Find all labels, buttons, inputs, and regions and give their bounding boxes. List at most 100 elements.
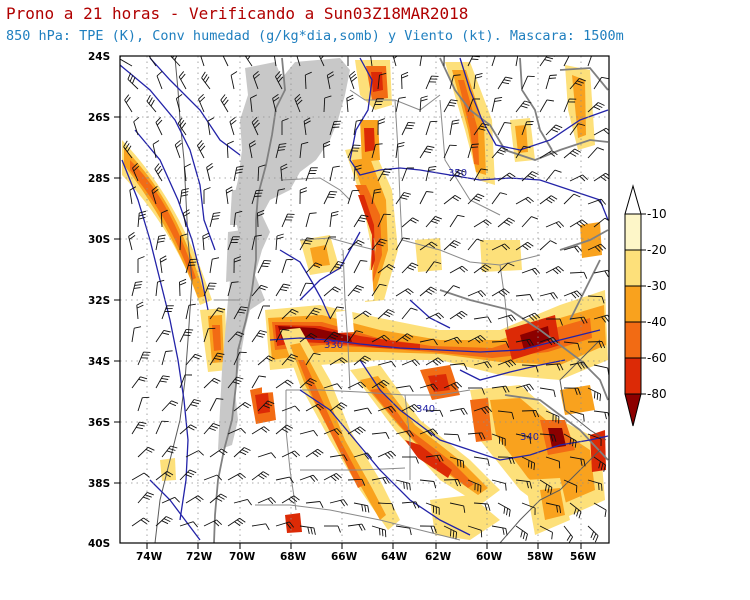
wind-barb-feather xyxy=(237,331,245,335)
wind-barb-feather xyxy=(222,48,227,53)
wind-barb xyxy=(425,357,439,366)
wind-barb-feather xyxy=(227,140,234,145)
wind-barb xyxy=(521,171,533,182)
wind-barb xyxy=(497,359,512,366)
wind-barb xyxy=(137,397,143,412)
wind-barb-feather xyxy=(128,232,135,237)
wind-barb-feather xyxy=(549,338,556,345)
wind-barb-feather xyxy=(336,263,344,267)
wind-barb-feather xyxy=(183,334,191,337)
wind-barb-feather xyxy=(452,196,459,202)
wind-barb-feather xyxy=(129,235,136,240)
wind-barb-feather xyxy=(452,530,455,538)
wind-barb-feather xyxy=(349,70,356,77)
wind-barb-feather xyxy=(193,399,201,402)
wind-barb xyxy=(185,399,195,412)
wind-barb-feather xyxy=(352,289,360,293)
wind-barb xyxy=(251,122,259,136)
wind-barb xyxy=(323,97,326,113)
wind-barb-feather xyxy=(208,427,216,431)
wind-barb-feather xyxy=(357,382,364,389)
wind-barb-feather xyxy=(495,96,503,99)
wind-barb-feather xyxy=(383,379,390,385)
wind-barb xyxy=(521,456,535,464)
wind-barb-feather xyxy=(454,195,462,200)
wind-barb-feather xyxy=(319,501,324,509)
wind-barb xyxy=(347,239,359,251)
wind-barb xyxy=(395,479,410,484)
wind-barb-feather xyxy=(249,140,256,145)
wind-barb-feather xyxy=(187,426,195,431)
wind-barb xyxy=(233,167,238,182)
wind-barb xyxy=(323,143,325,159)
wind-barb-feather xyxy=(166,471,174,476)
wind-barb-feather xyxy=(197,140,203,146)
wind-barb xyxy=(443,240,455,251)
wind-barb xyxy=(303,121,307,136)
wind-barb xyxy=(473,361,488,366)
wind-barb-feather xyxy=(406,124,414,127)
wind-barb-feather xyxy=(136,304,144,309)
wind-barb xyxy=(251,375,260,389)
wind-barb xyxy=(515,383,530,389)
wind-barb xyxy=(425,454,440,458)
wind-barb-feather xyxy=(382,477,387,485)
wind-barb xyxy=(329,499,344,504)
wind-barb xyxy=(273,56,277,67)
wind-barb xyxy=(348,75,355,90)
wind-barb xyxy=(395,430,410,435)
wind-barb-feather xyxy=(393,51,399,55)
map-title: Prono a 21 horas - Verificando a Sun03Z1… xyxy=(6,4,469,23)
wind-barb xyxy=(473,123,483,136)
wind-barb-feather xyxy=(212,257,220,260)
wind-barb-feather xyxy=(523,385,529,392)
wind-barb-feather xyxy=(477,291,484,298)
wind-barb xyxy=(425,312,439,320)
wind-barb-feather xyxy=(551,150,558,156)
wind-barb xyxy=(473,264,486,274)
wind-barb-feather xyxy=(447,104,455,107)
wind-barb-feather xyxy=(294,450,301,457)
wind-barb xyxy=(449,169,459,182)
wind-barb-feather xyxy=(329,335,337,340)
wind-barb-feather xyxy=(310,378,317,382)
wind-barb xyxy=(155,330,165,343)
wind-barb xyxy=(593,77,602,90)
wind-barb-feather xyxy=(426,430,433,437)
lat-label: 30S xyxy=(88,234,110,246)
wind-barb xyxy=(515,479,530,483)
wind-barb-feather xyxy=(337,261,345,264)
wind-barb-feather xyxy=(305,71,312,76)
wind-barb-feather xyxy=(453,338,460,344)
wind-barb-feather xyxy=(380,381,388,387)
wind-barb-feather xyxy=(163,329,171,333)
wind-barb-feather xyxy=(453,383,460,389)
wind-barb-feather xyxy=(553,390,556,398)
wind-barb xyxy=(419,383,434,389)
wind-barb xyxy=(179,235,182,251)
wind-barb-feather xyxy=(410,307,418,311)
wind-barb-feather xyxy=(522,245,529,251)
wind-barb-feather xyxy=(583,459,586,467)
wind-barb-feather xyxy=(180,233,188,237)
wind-barb-feather xyxy=(256,335,264,338)
wind-barb-feather xyxy=(161,332,170,335)
wind-barb-feather xyxy=(384,453,391,459)
wind-barb-feather xyxy=(460,408,465,416)
wind-barb xyxy=(185,495,199,504)
wind-barb-feather xyxy=(463,363,468,371)
wind-barb-feather xyxy=(398,96,406,99)
wind-barb-feather xyxy=(457,459,459,467)
wind-barb-feather xyxy=(249,143,257,148)
wind-barb-feather xyxy=(409,385,414,393)
wind-barb-feather xyxy=(411,360,418,367)
wind-barb xyxy=(515,241,528,251)
wind-barb-feather xyxy=(592,533,597,541)
wind-barb-feather xyxy=(433,218,440,222)
wind-barb-feather xyxy=(179,119,185,127)
wind-barb-feather xyxy=(295,96,302,103)
wind-barb-feather xyxy=(211,218,219,220)
wind-barb xyxy=(593,217,606,228)
wind-barb xyxy=(491,525,506,529)
wind-barb xyxy=(491,98,496,113)
